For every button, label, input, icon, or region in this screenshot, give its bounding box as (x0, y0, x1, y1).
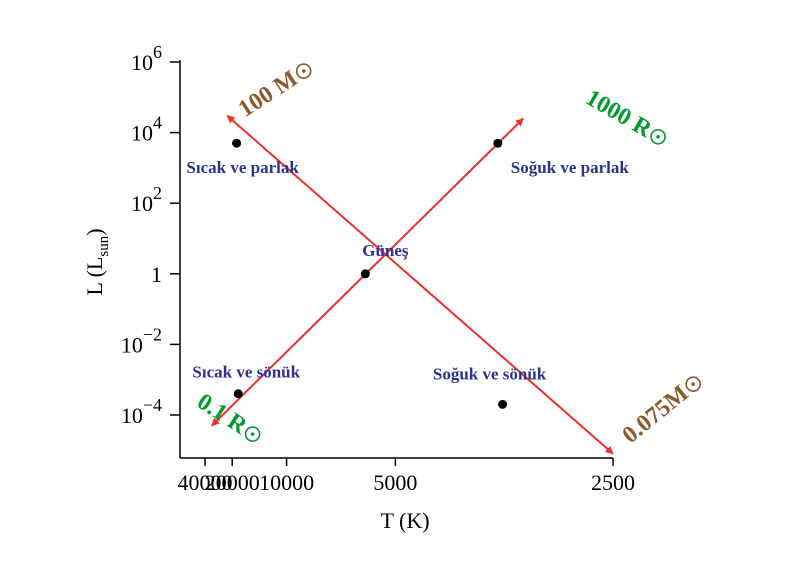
y-axis-title: L (Lsun) (82, 228, 112, 295)
y-tick-label-5: 10−4 (121, 395, 162, 428)
star-label-0: Sıcak ve parlak (186, 158, 299, 177)
y-tick-label-4: 10−2 (121, 324, 162, 357)
x-tick-label-3: 5000 (373, 470, 417, 495)
annotation-0: 100 M (234, 63, 312, 123)
star-point-2 (360, 269, 370, 279)
x-tick-label-0: 40000 (178, 470, 233, 495)
svg-text:0.075M: 0.075M (618, 380, 694, 448)
y-axis-title-close: ) (82, 228, 107, 235)
x-tick-label-2: 10000 (259, 470, 314, 495)
svg-text:0.1 R: 0.1 R (192, 389, 251, 440)
star-label-1: Soğuk ve parlak (511, 158, 630, 177)
svg-text:100 M: 100 M (234, 66, 302, 123)
star-point-1 (493, 138, 503, 148)
y-axis-title-sub: sun (96, 235, 112, 256)
sun-symbol-icon (650, 128, 666, 145)
sun-symbol-icon (295, 63, 312, 79)
x-tick-label-4: 2500 (591, 470, 635, 495)
x-tick-label-1: 20000 (205, 470, 260, 495)
svg-text:1000 R: 1000 R (581, 85, 656, 144)
y-tick-label-2: 102 (131, 183, 162, 216)
y-tick-label-0: 106 (131, 42, 162, 75)
star-point-3 (233, 389, 243, 399)
y-axis-title-main: L (L (82, 257, 107, 296)
y-tick-label-1: 104 (131, 113, 162, 146)
annotation-3: 0.1 R (192, 389, 261, 442)
y-tick-label-3: 1 (151, 262, 162, 287)
star-label-4: Soğuk ve sönük (433, 364, 547, 383)
star-point-0 (232, 138, 242, 148)
sun-symbol-icon (685, 376, 701, 392)
x-axis-title: T (K) (380, 508, 429, 533)
sun-symbol-icon (244, 426, 261, 442)
star-label-2: Güneş (362, 241, 409, 260)
star-point-4 (498, 399, 508, 409)
svg-text:L (Lsun): L (Lsun) (82, 228, 112, 295)
annotation-2: 1000 R (581, 85, 666, 145)
star-label-3: Sıcak ve sönük (192, 363, 300, 382)
annotation-1: 0.075M (618, 376, 701, 449)
